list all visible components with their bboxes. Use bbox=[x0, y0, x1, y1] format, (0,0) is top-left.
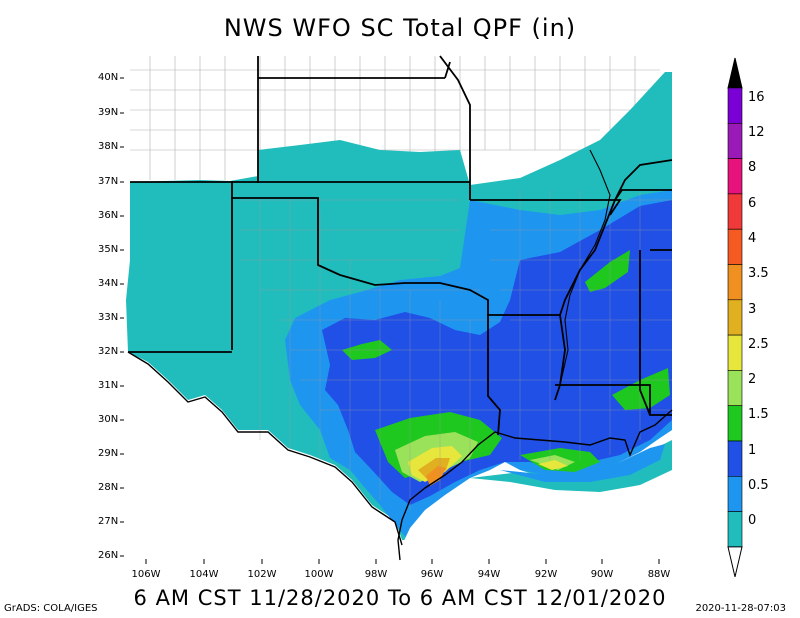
colorbar-label: 8 bbox=[748, 160, 757, 175]
grads-credit: GrADS: COLA/IGES bbox=[4, 603, 98, 614]
lat-label: 38N bbox=[98, 141, 119, 152]
colorbar-segment bbox=[727, 299, 743, 336]
colorbar-label: 2.5 bbox=[748, 337, 769, 352]
lon-label: 96W bbox=[420, 569, 444, 580]
gulf-precip-band-2 bbox=[500, 444, 665, 482]
rio-grande bbox=[127, 351, 403, 546]
lat-label: 32N bbox=[98, 346, 119, 357]
colorbar-label: 2 bbox=[748, 372, 757, 387]
valid-period: 6 AM CST 11/28/2020 To 6 AM CST 12/01/20… bbox=[133, 586, 667, 610]
colorbar-segment bbox=[727, 334, 743, 371]
lat-label: 29N bbox=[98, 448, 119, 459]
colorbar bbox=[727, 57, 743, 578]
lat-label: 39N bbox=[98, 107, 119, 118]
lat-label: 35N bbox=[98, 244, 119, 255]
lon-label: 90W bbox=[590, 569, 614, 580]
colorbar-segment bbox=[727, 511, 743, 548]
colorbar-segment bbox=[727, 228, 743, 265]
lat-ticks bbox=[120, 77, 124, 557]
colorbar-segment bbox=[727, 87, 743, 124]
colorbar-label: 0.5 bbox=[748, 478, 769, 493]
lat-label: 31N bbox=[98, 380, 119, 391]
colorbar-label: 12 bbox=[748, 125, 765, 140]
gulf-of-mexico bbox=[402, 430, 672, 560]
lat-label: 26N bbox=[98, 550, 119, 561]
colorbar-segment bbox=[727, 475, 743, 512]
colorbar-label: 4 bbox=[748, 231, 757, 246]
colorbar-segment bbox=[727, 123, 743, 159]
colorbar-segment bbox=[727, 405, 743, 442]
colorbar-segment bbox=[727, 193, 743, 230]
coastline bbox=[397, 409, 673, 561]
lat-label: 28N bbox=[98, 482, 119, 493]
mississippi-river bbox=[559, 149, 611, 386]
colorbar-segment bbox=[727, 440, 743, 477]
lon-label: 104W bbox=[189, 569, 219, 580]
colorbar-label: 6 bbox=[748, 196, 757, 211]
colorbar-segment bbox=[727, 264, 743, 301]
lat-label: 36N bbox=[98, 210, 119, 221]
colorbar-label: 1 bbox=[748, 443, 757, 458]
lat-label: 37N bbox=[98, 176, 119, 187]
mexico-blank bbox=[124, 355, 402, 560]
lon-label: 88W bbox=[647, 569, 671, 580]
precip-yellow bbox=[408, 446, 568, 482]
lat-label: 33N bbox=[98, 312, 119, 323]
lat-label: 30N bbox=[98, 414, 119, 425]
state-boundaries bbox=[128, 55, 673, 436]
lat-label: 40N bbox=[98, 72, 119, 83]
gulf-precip-band bbox=[470, 440, 672, 492]
lon-ticks bbox=[145, 559, 660, 564]
lon-label: 106W bbox=[131, 569, 161, 580]
lon-label: 94W bbox=[477, 569, 501, 580]
colorbar-top-arrow bbox=[727, 57, 743, 89]
precip-green-c bbox=[612, 368, 670, 410]
county-grid bbox=[130, 56, 660, 180]
lat-label: 34N bbox=[98, 278, 119, 289]
precip-green-a bbox=[585, 250, 630, 292]
colorbar-label: 1.5 bbox=[748, 407, 769, 422]
colorbar-segment bbox=[727, 158, 743, 195]
lon-label: 102W bbox=[247, 569, 277, 580]
colorbar-label: 3.5 bbox=[748, 266, 769, 281]
lon-label: 100W bbox=[304, 569, 334, 580]
issue-timestamp: 2020-11-28-07:03 bbox=[695, 603, 786, 614]
county-lines bbox=[240, 190, 672, 510]
precip-darkorange bbox=[426, 466, 446, 486]
chart-title: NWS WFO SC Total QPF (in) bbox=[223, 14, 577, 42]
colorbar-label: 3 bbox=[748, 302, 757, 317]
colorbar-segment bbox=[727, 370, 743, 406]
colorbar-bottom-arrow bbox=[727, 546, 743, 578]
colorbar-label: 16 bbox=[748, 90, 765, 105]
colorbar-label: 0 bbox=[748, 513, 757, 528]
lon-label: 92W bbox=[534, 569, 558, 580]
lat-label: 27N bbox=[98, 516, 119, 527]
lon-label: 98W bbox=[364, 569, 388, 580]
